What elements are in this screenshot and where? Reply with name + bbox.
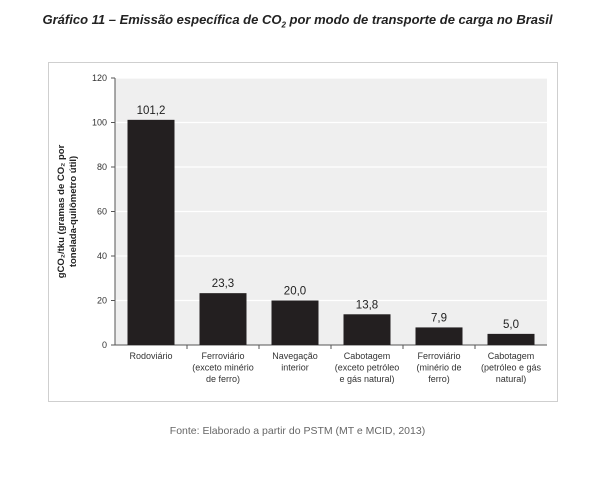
x-category-label: ferro)	[428, 374, 450, 384]
y-tick-label: 0	[102, 340, 107, 350]
x-category-label: Cabotagem	[488, 351, 535, 361]
x-category-label: Rodoviário	[129, 351, 172, 361]
chart-frame	[48, 62, 558, 402]
chart-title-suffix: por modo de transporte de carga no Brasi…	[285, 12, 553, 27]
y-tick-label: 60	[97, 207, 107, 217]
x-category-label: Navegação	[272, 351, 318, 361]
bar-value-label: 13,8	[356, 299, 378, 311]
y-tick-label: 20	[97, 296, 107, 306]
y-tick-label: 80	[97, 162, 107, 172]
x-category-label: interior	[281, 363, 309, 373]
y-tick-label: 40	[97, 251, 107, 261]
chart-title-prefix: Gráfico 11 – Emissão específica de CO	[42, 12, 282, 27]
y-axis-label-line: gCO₂/tku (gramas de CO₂ por	[56, 144, 67, 278]
x-category-label: Ferroviário	[417, 351, 460, 361]
y-axis-label: gCO₂/tku (gramas de CO₂ por tonelada-quil…	[56, 144, 79, 278]
y-tick-label: 120	[92, 73, 107, 83]
bar	[415, 327, 463, 345]
x-category-label: natural)	[496, 374, 527, 384]
chart-title: Gráfico 11 – Emissão específica de CO2 p…	[0, 12, 595, 30]
bar-value-label: 5,0	[503, 319, 519, 331]
x-category-label: (exceto minério	[192, 363, 254, 373]
x-category-label: (petróleo e gás	[481, 363, 542, 373]
x-category-label: Cabotagem	[344, 351, 391, 361]
bar-value-label: 20,0	[284, 286, 306, 298]
source-note: Fonte: Elaborado a partir do PSTM (MT e …	[169, 425, 426, 437]
bar	[487, 333, 535, 345]
y-tick-label: 100	[92, 118, 107, 128]
x-category-label: e gás natural)	[339, 374, 394, 384]
y-axis-label-line: tonelada-quilômetro útil)	[68, 156, 79, 267]
x-category-label: (exceto petróleo	[335, 363, 400, 373]
x-category-label: (minério de	[416, 363, 461, 373]
bar-value-label: 7,9	[431, 312, 447, 324]
bar-value-label: 23,3	[212, 278, 234, 290]
bar	[343, 314, 391, 345]
bar	[199, 293, 247, 345]
x-category-label: Ferroviário	[201, 351, 244, 361]
bar	[127, 119, 175, 345]
bar-value-label: 101,2	[137, 105, 166, 117]
chart-title-subscript: 2	[281, 20, 286, 30]
x-category-label: de ferro)	[206, 374, 240, 384]
bar	[271, 300, 319, 345]
